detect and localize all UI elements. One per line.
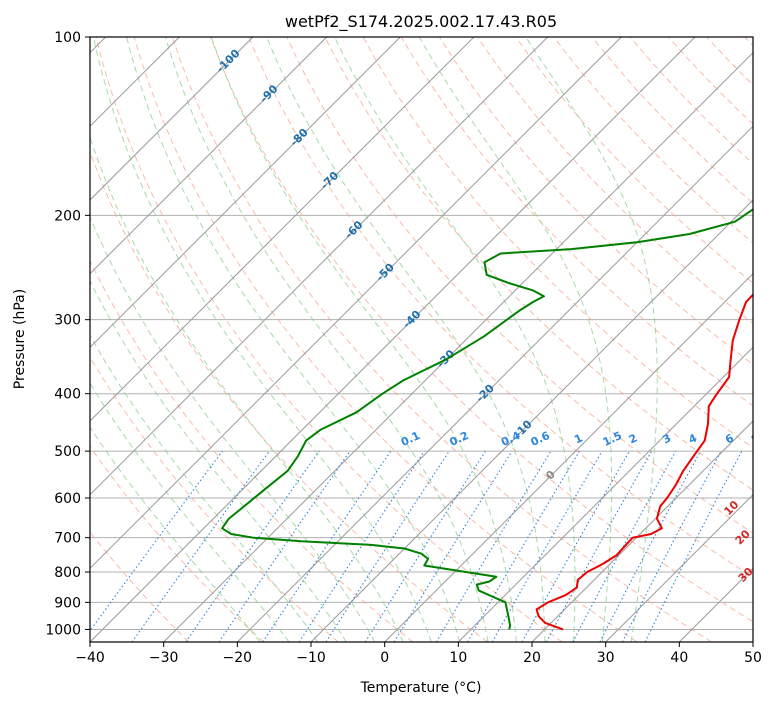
y-tick-label: 100: [54, 30, 81, 46]
isotherm-line: [457, 346, 753, 642]
mixing-ratio-line: [90, 450, 223, 632]
dry-adiabat-line: [477, 37, 753, 325]
chart-title: wetPf2_S174.2025.002.17.43.R05: [285, 12, 557, 32]
dry-adiabat-line: [591, 37, 753, 204]
mixing-ratio-line: [218, 450, 351, 642]
isotherm-line: [605, 493, 753, 642]
x-tick-label: 40: [670, 650, 688, 666]
grid-layer: [90, 37, 753, 630]
isotherm-line: [90, 37, 328, 275]
dewpoint-profile-line: [221, 208, 753, 630]
y-tick-label: 500: [54, 444, 81, 460]
dry-adiabat-line: [171, 37, 712, 642]
mixing-ratio-line: [644, 450, 743, 642]
mixing-ratio-lines: [90, 450, 743, 642]
isotherm-line: [90, 37, 254, 201]
y-tick-label: 700: [54, 531, 81, 547]
moist-adiabat-line: [164, 37, 489, 642]
y-tick-label: 600: [54, 491, 81, 507]
moist-adiabat-line: [90, 382, 290, 642]
x-tick-label: −20: [223, 650, 253, 666]
plot-area: -100-90-80-70-60-50-40-30-20-100 0.1 0.2 0…: [90, 37, 770, 642]
isotherm-line: [90, 37, 696, 642]
isotherm-line: [310, 199, 753, 642]
y-tick-label: 800: [54, 565, 81, 581]
mixing-ratio-label: 8: [749, 431, 761, 446]
mixing-ratio-line: [393, 450, 513, 642]
x-tick-label: −30: [149, 650, 179, 666]
plot-frame: [89, 36, 754, 643]
moist-adiabat-line: [126, 37, 461, 642]
isotherm-line: [90, 37, 549, 496]
x-axis-label: Temperature (°C): [360, 680, 482, 696]
mixing-ratio-line: [262, 450, 392, 642]
temperature-profile-line: [535, 293, 753, 631]
dry-adiabat-line: [133, 37, 638, 642]
mixing-ratio-line: [131, 450, 270, 642]
y-tick-label: 400: [54, 387, 81, 403]
moist-adiabat-line: [90, 135, 404, 642]
y-tick-label: 900: [54, 595, 81, 611]
moist-adiabat-line: [92, 37, 432, 642]
x-tick-label: −40: [75, 650, 105, 666]
moist-adiabats: [90, 37, 658, 642]
mixing-ratio-line: [572, 450, 677, 642]
isotherms: [90, 37, 753, 642]
mixing-ratio-line: [521, 450, 630, 642]
dry-adiabat-line: [95, 37, 563, 642]
moist-adiabat-line: [210, 37, 517, 642]
y-tick-label: 200: [54, 208, 81, 224]
dry-adiabat-line: [324, 37, 753, 491]
dry-adiabat-line: [210, 37, 753, 623]
y-tick-label: 300: [54, 313, 81, 329]
y-axis-ticks: 100 200 300 400 500 600 700 800 900 1000: [45, 30, 90, 638]
dry-adiabats: [90, 37, 753, 642]
moist-adiabat-line: [90, 334, 319, 642]
x-tick-label: 30: [597, 650, 615, 666]
mixing-ratio-line: [325, 450, 450, 642]
adiabat-label: 40: [750, 595, 770, 615]
isotherm-line: [384, 272, 753, 642]
isotherm-line: [236, 125, 753, 642]
mixing-ratio-line: [298, 450, 425, 642]
moist-adiabat-line: [418, 37, 613, 642]
moist-adiabat-line: [90, 215, 376, 642]
x-tick-label: 10: [449, 650, 467, 666]
moist-adiabat-line: [334, 37, 576, 642]
dry-adiabat-line: [629, 37, 753, 165]
isotherm-line: [90, 37, 622, 570]
mixing-ratio-line: [545, 450, 653, 642]
mixing-ratio-line: [185, 450, 320, 642]
dry-adiabat-line: [90, 445, 264, 642]
dry-adiabat-line: [248, 37, 753, 578]
profile-lines: [221, 208, 753, 631]
isotherm-line: [163, 51, 753, 642]
y-tick-label: 1000: [45, 622, 81, 638]
moist-adiabat-line: [90, 426, 261, 642]
y-axis-label: Pressure (hPa): [12, 289, 28, 389]
isotherm-line: [90, 37, 475, 422]
x-tick-label: 50: [744, 650, 762, 666]
x-tick-label: 0: [380, 650, 389, 666]
dry-adiabat-line: [515, 37, 753, 284]
x-axis-ticks: −40 −30 −20 −10 0 10 20 30 40 50: [75, 642, 762, 666]
moist-adiabat-line: [525, 37, 658, 642]
dry-adiabat-line: [400, 37, 753, 407]
isotherm-line: [531, 420, 753, 642]
moist-adiabat-line: [266, 37, 546, 642]
x-tick-label: −10: [296, 650, 326, 666]
x-tick-label: 20: [523, 650, 541, 666]
isotherm-line: [90, 37, 401, 349]
